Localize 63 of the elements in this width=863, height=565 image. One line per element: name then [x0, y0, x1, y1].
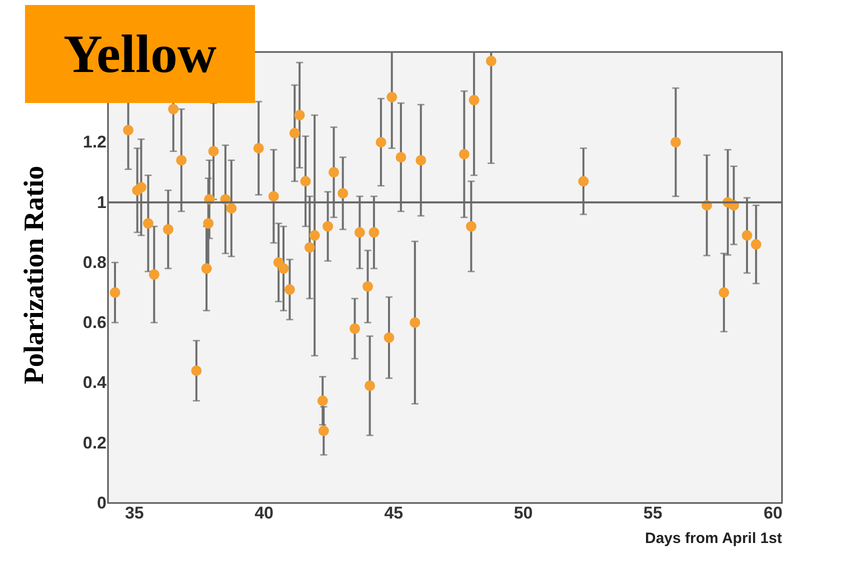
point: [322, 221, 334, 232]
x-tick-label: 40: [254, 504, 274, 522]
y-tick-label: 0.2: [82, 433, 106, 452]
point: [304, 242, 315, 253]
chart-title: Yellow: [64, 24, 216, 84]
point: [317, 396, 328, 406]
y-tick-label: 0.4: [82, 373, 108, 392]
point: [376, 136, 386, 148]
point: [458, 148, 470, 160]
y-tick-label: 0.6: [82, 313, 106, 332]
point: [466, 221, 476, 232]
point: [176, 155, 187, 166]
point: [396, 152, 406, 162]
point: [318, 426, 329, 436]
point: [670, 136, 681, 148]
point: [386, 92, 398, 102]
x-axis-title: Days from April 1st: [645, 530, 782, 547]
point: [328, 167, 340, 178]
x-tick-label: 55: [643, 504, 662, 522]
point: [284, 284, 295, 295]
point: [168, 104, 179, 114]
point: [384, 332, 394, 343]
point: [578, 176, 589, 187]
point: [338, 188, 348, 199]
point: [203, 218, 214, 229]
point: [350, 323, 360, 334]
point: [208, 146, 219, 156]
point: [289, 128, 300, 138]
x-tick-label: 45: [384, 504, 404, 522]
point: [253, 142, 264, 154]
point: [110, 287, 120, 298]
point: [294, 110, 305, 120]
point: [368, 227, 380, 238]
y-axis-title: Polarization Ratio: [19, 166, 50, 384]
point: [718, 287, 730, 298]
point: [162, 224, 174, 235]
y-tick-label: 1.2: [82, 132, 106, 152]
point: [486, 56, 496, 66]
point: [136, 182, 146, 193]
point: [226, 203, 237, 214]
x-tick-label: 35: [124, 504, 144, 522]
point: [742, 230, 752, 241]
y-tick-label: 0: [97, 494, 106, 512]
point: [268, 191, 279, 202]
point: [278, 263, 289, 274]
point: [300, 176, 311, 187]
point: [410, 317, 420, 328]
point: [364, 380, 376, 391]
point: [416, 155, 426, 166]
point: [191, 365, 202, 376]
point: [309, 230, 320, 241]
point: [750, 239, 762, 250]
y-tick-label: 0.8: [82, 252, 106, 272]
point: [122, 124, 134, 136]
x-tick-label: 50: [514, 504, 533, 522]
y-tick-label: 1: [97, 192, 106, 212]
point: [148, 269, 160, 280]
point: [362, 281, 373, 292]
point: [354, 227, 365, 238]
point: [142, 218, 154, 229]
point: [201, 263, 212, 274]
point: [468, 94, 480, 106]
x-tick-label: 60: [764, 504, 782, 522]
